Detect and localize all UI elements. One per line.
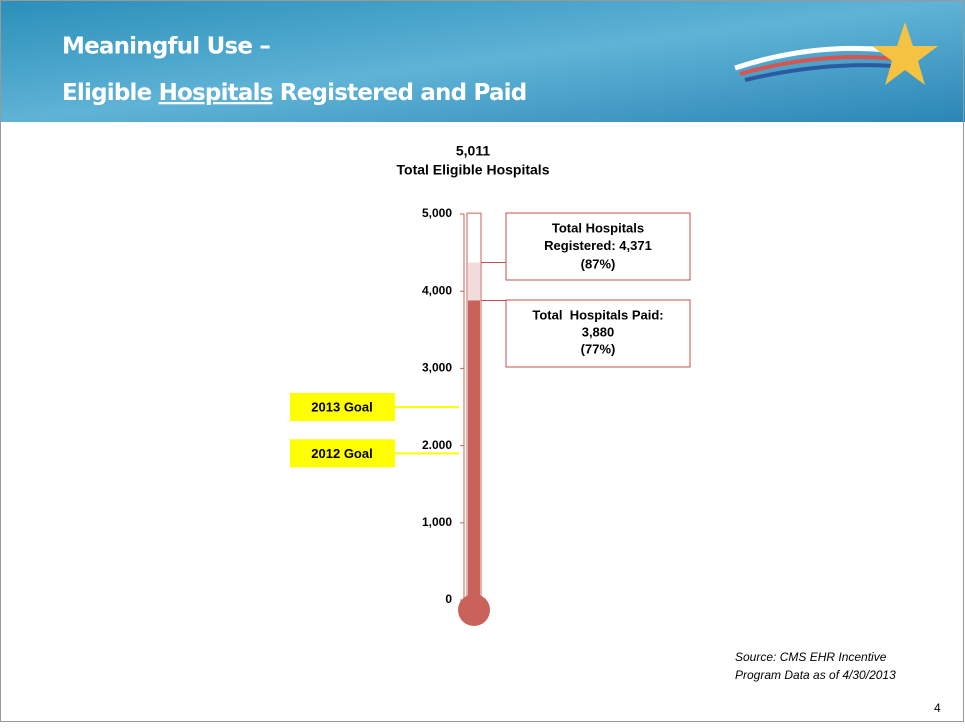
title-part: Registered and Paid <box>273 80 527 106</box>
y-tick-label: 4,000 <box>422 283 452 297</box>
callout-percent: (77%) <box>581 341 616 356</box>
swoosh <box>739 55 906 76</box>
callout-name: Registered: <box>544 238 619 253</box>
title-line: Meaningful Use – <box>62 34 270 60</box>
source: Source: CMS EHR Incentive <box>735 650 887 664</box>
callout-name: Total Hospitals <box>552 220 644 235</box>
bulb <box>458 594 490 626</box>
goal-box <box>290 439 395 468</box>
callout-percent: (87%) <box>581 256 616 271</box>
y-tick-label: 1,000 <box>422 515 452 529</box>
title-part: Eligible <box>62 80 159 106</box>
callout-box <box>505 212 691 281</box>
callout-value: 4,371 <box>619 238 652 253</box>
swoosh <box>744 63 906 82</box>
thermo-fill <box>468 300 480 600</box>
y-tick-label: 5,000 <box>422 206 452 220</box>
goal-label: 2013 Goal <box>311 399 372 414</box>
total-value: 5,011 <box>456 143 490 159</box>
page-number: 4 <box>934 701 941 715</box>
total-caption: Total Eligible Hospitals <box>397 162 550 178</box>
title-part: Hospitals <box>159 80 273 106</box>
callout-text: Registered: 4,371 <box>544 238 652 253</box>
y-tick-label: 0 <box>445 592 452 606</box>
source: Program Data as of 4/30/2013 <box>735 668 896 682</box>
callout-name: Total Hospitals Paid: <box>532 307 663 322</box>
goal-box <box>290 393 395 421</box>
callout-value: 3,880 <box>582 324 615 339</box>
y-tick-label: 2.000 <box>422 438 452 452</box>
title-line: Eligible Hospitals Registered and Paid <box>62 80 526 106</box>
goal-label: 2012 Goal <box>311 446 372 461</box>
callout-box <box>505 299 691 368</box>
y-tick-label: 3,000 <box>422 361 452 375</box>
star-logo <box>872 22 938 85</box>
